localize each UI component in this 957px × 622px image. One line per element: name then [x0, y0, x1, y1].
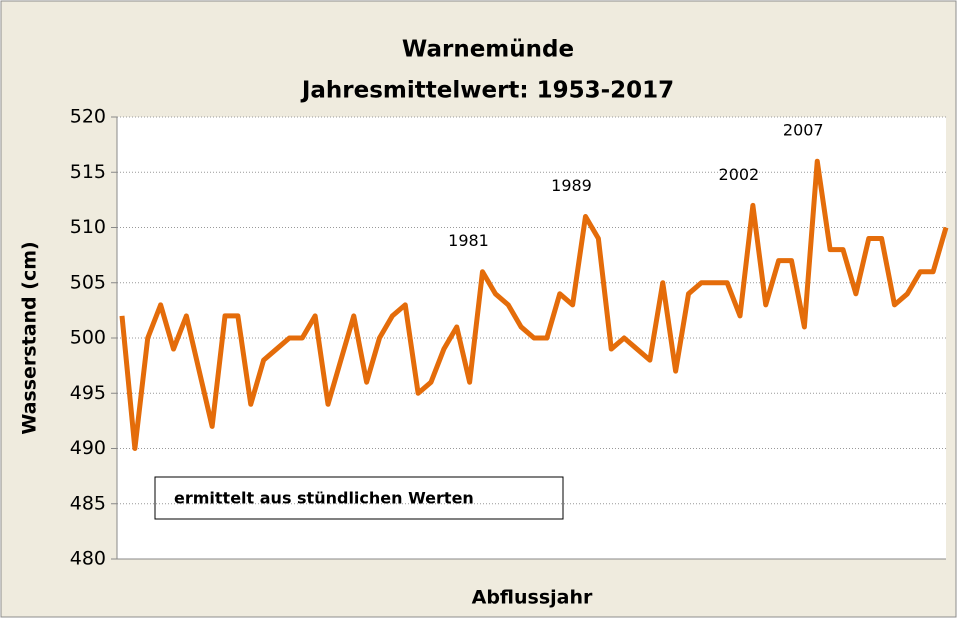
data-line	[119, 158, 949, 451]
chart-title: Warnemünde	[402, 37, 574, 63]
y-tick-label: 480	[70, 548, 106, 570]
annotation: 1989	[551, 176, 592, 195]
x-axis-label: Abflussjahr	[472, 587, 593, 609]
y-tick-label: 485	[70, 492, 106, 514]
chart-subtitle: Jahresmittelwert: 1953-2017	[300, 78, 674, 104]
y-tick-label: 520	[70, 106, 106, 128]
y-tick-label: 490	[70, 437, 106, 459]
y-tick-label: 505	[70, 271, 106, 293]
y-tick-label: 495	[70, 382, 106, 404]
annotation: 2007	[783, 121, 824, 140]
y-axis-label: Wasserstand (cm)	[19, 241, 41, 434]
annotation: 2002	[719, 165, 760, 184]
note: ermittelt aus stündlichen Werten	[174, 489, 474, 508]
annotation: 1981	[448, 231, 489, 250]
y-tick-label: 500	[70, 327, 106, 349]
y-tick-label: 510	[70, 216, 106, 238]
note-box	[154, 476, 564, 520]
y-tick-label: 515	[70, 161, 106, 183]
